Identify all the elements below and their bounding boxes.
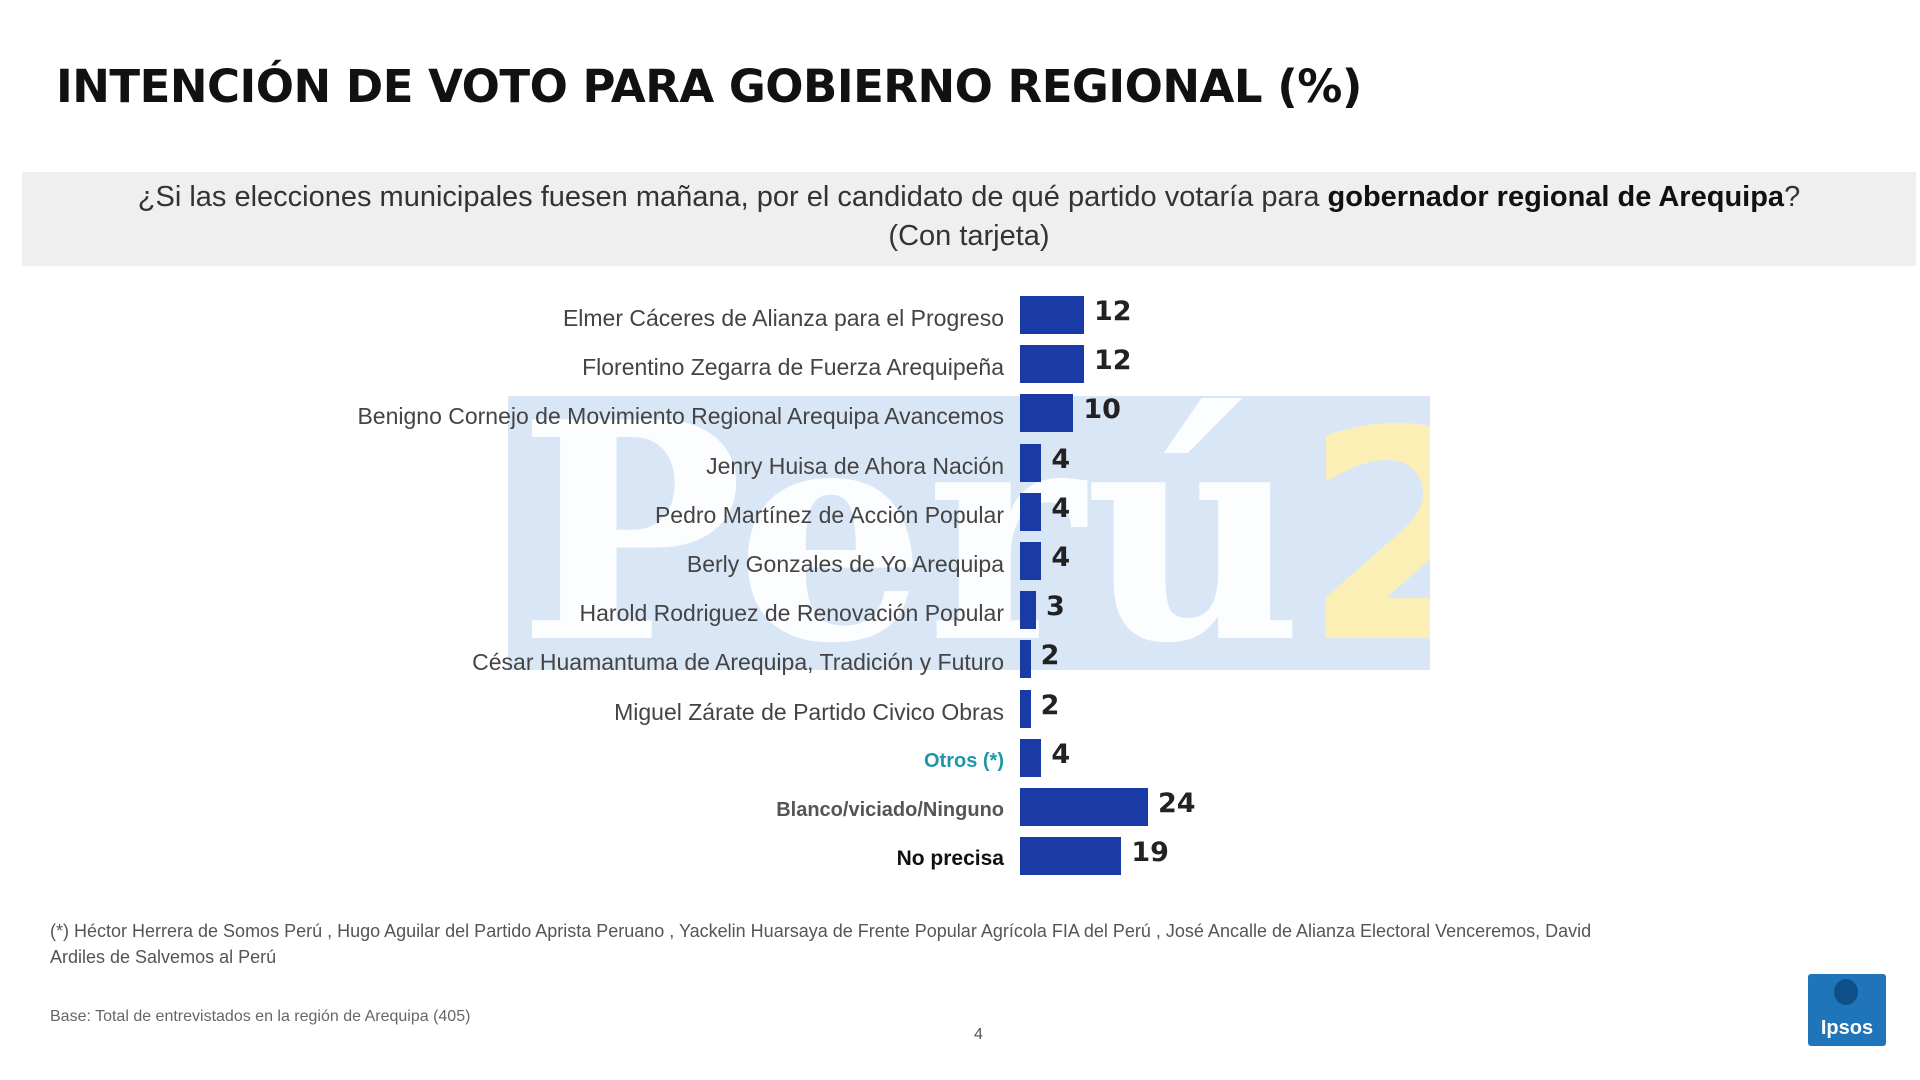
value-label: 4: [1051, 492, 1071, 524]
question-line-2: (Con tarjeta): [888, 220, 1050, 252]
category-label: Jenry Huisa de Ahora Nación: [706, 452, 1004, 479]
question-line-1: ¿Si las elecciones municipales fuesen ma…: [22, 178, 1916, 217]
value-label: 3: [1046, 591, 1065, 623]
bar: [1020, 296, 1084, 334]
ipsos-logo-icon: [1834, 979, 1858, 1005]
value-label: 12: [1094, 345, 1132, 377]
page-title: INTENCIÓN DE VOTO PARA GOBIERNO REGIONAL…: [56, 60, 1362, 113]
survey-question: ¿Si las elecciones municipales fuesen ma…: [22, 172, 1916, 266]
value-label: 2: [1040, 640, 1060, 672]
value-label: 2: [1040, 689, 1060, 721]
bar: [1020, 837, 1122, 876]
watermark-number: 21: [1302, 396, 1430, 670]
page-number: 4: [974, 1026, 983, 1043]
bar: [1020, 640, 1031, 679]
category-label: Florentino Zegarra de Fuerza Arequipeña: [582, 354, 1004, 381]
bar: [1020, 689, 1031, 728]
category-label: Harold Rodriguez de Renovación Popular: [579, 600, 1004, 627]
watermark-logo: Perú21: [518, 396, 1430, 670]
question-text: ¿Si las elecciones municipales fuesen ma…: [137, 181, 1328, 213]
ipsos-logo: Ipsos: [1808, 974, 1886, 1046]
watermark-word: Perú: [518, 396, 1303, 670]
value-label: 24: [1158, 788, 1196, 819]
bar: [1020, 492, 1042, 531]
value-label: 12: [1094, 296, 1132, 327]
question-mark: ?: [1784, 181, 1801, 213]
bar: [1020, 591, 1036, 630]
question-emphasis: gobernador regional de Arequipa: [1327, 181, 1785, 213]
category-label: No precisa: [896, 847, 1004, 871]
bar: [1020, 788, 1148, 826]
value-label: 10: [1083, 394, 1121, 426]
bar: [1020, 345, 1084, 384]
base-note: Base: Total de entrevistados en la regió…: [50, 1008, 471, 1025]
value-label: 4: [1051, 738, 1071, 770]
footnote: (*) Héctor Herrera de Somos Perú , Hugo …: [50, 921, 1592, 967]
bar: [1020, 542, 1042, 580]
value-label: 4: [1051, 443, 1071, 475]
category-label: Otros (*): [924, 749, 1004, 772]
category-label: Benigno Cornejo de Movimiento Regional A…: [357, 403, 1004, 430]
bar: [1020, 394, 1074, 433]
bar: [1020, 443, 1042, 482]
value-label: 19: [1131, 837, 1169, 869]
bar: [1020, 738, 1042, 777]
category-label: César Huamantuma de Arequipa, Tradición …: [472, 649, 1004, 676]
peru21-watermark: Perú21: [508, 396, 1430, 670]
category-label: Berly Gonzales de Yo Arequipa: [686, 551, 1004, 577]
value-label: 4: [1051, 542, 1071, 573]
category-label: Blanco/viciado/Ninguno: [776, 799, 1004, 821]
ipsos-logo-text: Ipsos: [1820, 1017, 1874, 1039]
category-label: Miguel Zárate de Partido Civico Obras: [614, 698, 1004, 725]
category-label: Pedro Martínez de Acción Popular: [654, 501, 1004, 528]
category-label: Elmer Cáceres de Alianza para el Progres…: [562, 305, 1004, 331]
